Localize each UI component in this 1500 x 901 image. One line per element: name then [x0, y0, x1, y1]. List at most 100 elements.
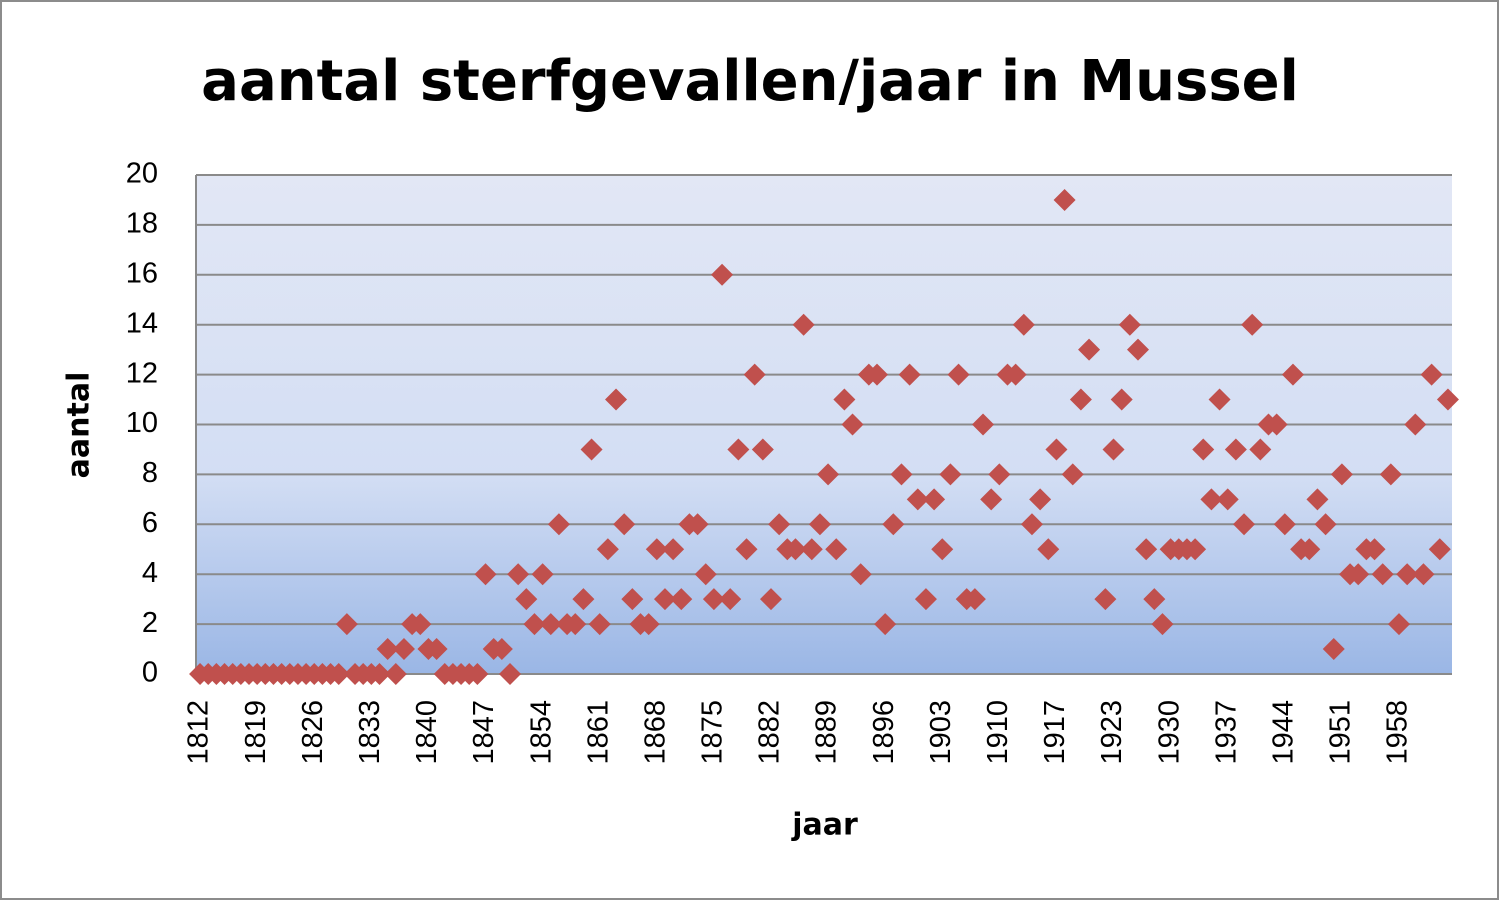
data-point: [1314, 513, 1337, 536]
data-point: [637, 613, 660, 636]
data-point: [914, 588, 937, 611]
data-point: [425, 638, 448, 661]
x-tick-label: 1944: [1267, 700, 1299, 765]
x-tick-label: 1923: [1096, 700, 1128, 765]
x-tick-label: 1937: [1210, 700, 1242, 765]
data-point: [1273, 513, 1296, 536]
y-tick-label: 8: [142, 457, 158, 489]
data-point: [719, 588, 742, 611]
data-point: [833, 388, 856, 411]
data-point: [596, 538, 619, 561]
x-axis-label: jaar: [791, 808, 858, 843]
data-point: [621, 588, 644, 611]
y-tick-label: 14: [126, 307, 158, 339]
data-point: [800, 538, 823, 561]
x-tick-label: 1861: [582, 700, 614, 765]
data-point: [1306, 488, 1329, 511]
data-point: [702, 588, 725, 611]
y-tick-label: 6: [142, 507, 158, 539]
data-point: [1208, 388, 1231, 411]
data-point: [1020, 513, 1043, 536]
data-point: [613, 513, 636, 536]
data-point: [1379, 463, 1402, 486]
data-point: [1404, 413, 1427, 436]
data-point: [1347, 563, 1370, 586]
data-point: [1118, 313, 1141, 336]
data-point: [1110, 388, 1133, 411]
data-point: [1396, 563, 1419, 586]
x-tick-label: 1854: [525, 700, 557, 765]
data-point: [1224, 438, 1247, 461]
data-point: [890, 463, 913, 486]
data-point: [1102, 438, 1125, 461]
data-point: [1371, 563, 1394, 586]
data-point: [906, 488, 929, 511]
data-point: [1069, 388, 1092, 411]
x-tick-label: 1833: [354, 700, 386, 765]
y-tick-label: 20: [126, 158, 158, 190]
data-point: [376, 638, 399, 661]
data-point: [931, 538, 954, 561]
data-point: [384, 663, 407, 685]
data-point: [1241, 313, 1264, 336]
x-tick-label: 1819: [240, 700, 272, 765]
data-point: [474, 563, 497, 586]
data-point: [963, 588, 986, 611]
x-tick-label: 1812: [183, 700, 215, 765]
data-point: [507, 563, 530, 586]
x-tick-label: 1951: [1325, 700, 1357, 765]
data-point: [727, 438, 750, 461]
x-tick-label: 1903: [925, 700, 957, 765]
data-point: [874, 613, 897, 636]
x-tick-label: 1840: [411, 700, 443, 765]
data-point: [1216, 488, 1239, 511]
data-point: [1094, 588, 1117, 611]
x-tick-label: 1930: [1153, 700, 1185, 765]
data-point: [327, 663, 350, 685]
x-tick-label: 1896: [868, 700, 900, 765]
data-point: [751, 438, 774, 461]
data-point: [335, 613, 358, 636]
data-point: [1249, 438, 1272, 461]
y-tick-label: 16: [126, 257, 158, 289]
data-point: [1281, 363, 1304, 386]
data-point: [1045, 438, 1068, 461]
data-point: [686, 513, 709, 536]
data-point: [1012, 313, 1035, 336]
x-tick-label: 1958: [1382, 700, 1414, 765]
data-point: [1192, 438, 1215, 461]
data-point: [1029, 488, 1052, 511]
data-point: [523, 613, 546, 636]
data-point: [1298, 538, 1321, 561]
data-point: [759, 588, 782, 611]
x-tick-label: 1910: [982, 700, 1014, 765]
data-point: [490, 638, 513, 661]
data-point: [539, 613, 562, 636]
data-point: [392, 638, 415, 661]
data-point: [1233, 513, 1256, 536]
data-point: [898, 363, 921, 386]
data-point: [866, 363, 889, 386]
data-point: [547, 513, 570, 536]
data-point: [817, 463, 840, 486]
y-axis-label: aantal: [62, 372, 97, 479]
data-point: [808, 513, 831, 536]
data-point: [409, 613, 432, 636]
data-point: [988, 463, 1011, 486]
data-point: [784, 538, 807, 561]
data-point: [947, 363, 970, 386]
data-point: [923, 488, 946, 511]
data-point: [792, 313, 815, 336]
data-point: [1184, 538, 1207, 561]
data-point: [1428, 538, 1451, 561]
data-point: [743, 363, 766, 386]
x-tick-label: 1875: [697, 700, 729, 765]
data-point: [580, 438, 603, 461]
x-tick-label: 1882: [754, 700, 786, 765]
data-point: [645, 538, 668, 561]
data-point: [694, 563, 717, 586]
data-point: [1053, 188, 1076, 211]
x-tick-label: 1847: [468, 700, 500, 765]
data-point: [972, 413, 995, 436]
